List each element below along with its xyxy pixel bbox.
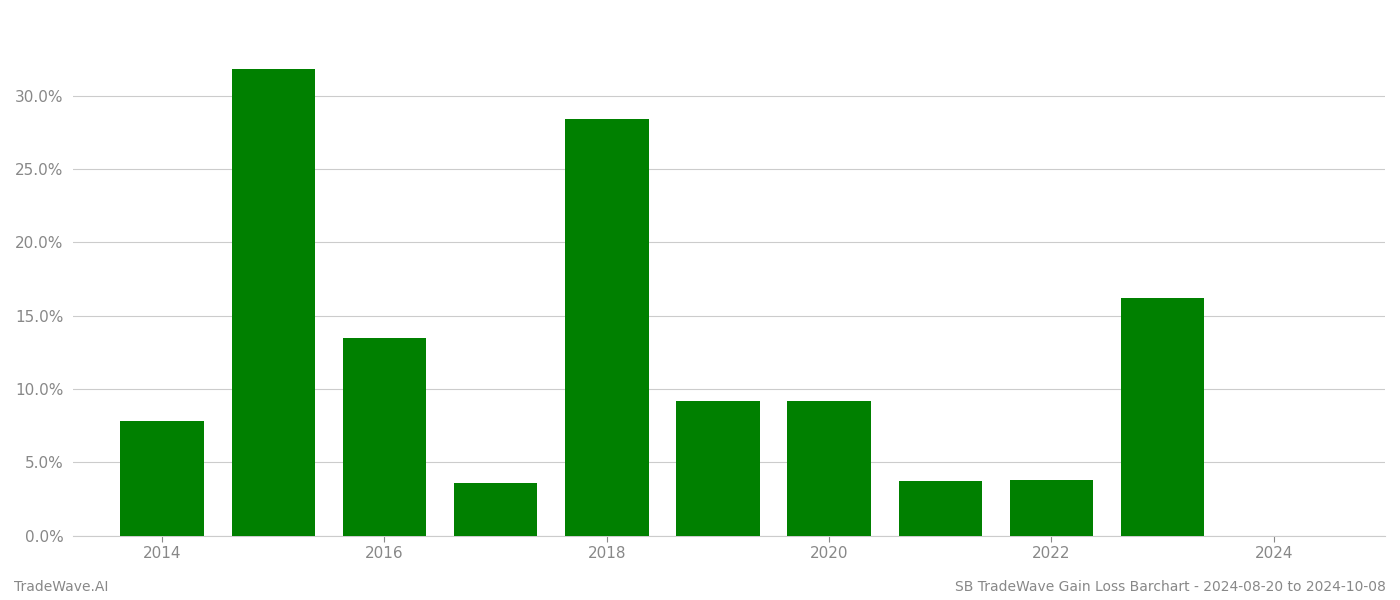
Bar [454, 483, 538, 536]
Text: TradeWave.AI: TradeWave.AI [14, 580, 108, 594]
Text: SB TradeWave Gain Loss Barchart - 2024-08-20 to 2024-10-08: SB TradeWave Gain Loss Barchart - 2024-0… [955, 580, 1386, 594]
Bar [787, 401, 871, 536]
Bar [120, 421, 204, 536]
Bar [1121, 298, 1204, 536]
Bar [899, 481, 981, 536]
Bar [343, 338, 426, 536]
Bar [676, 401, 760, 536]
Bar [1009, 480, 1093, 536]
Bar [231, 69, 315, 536]
Bar [566, 119, 648, 536]
